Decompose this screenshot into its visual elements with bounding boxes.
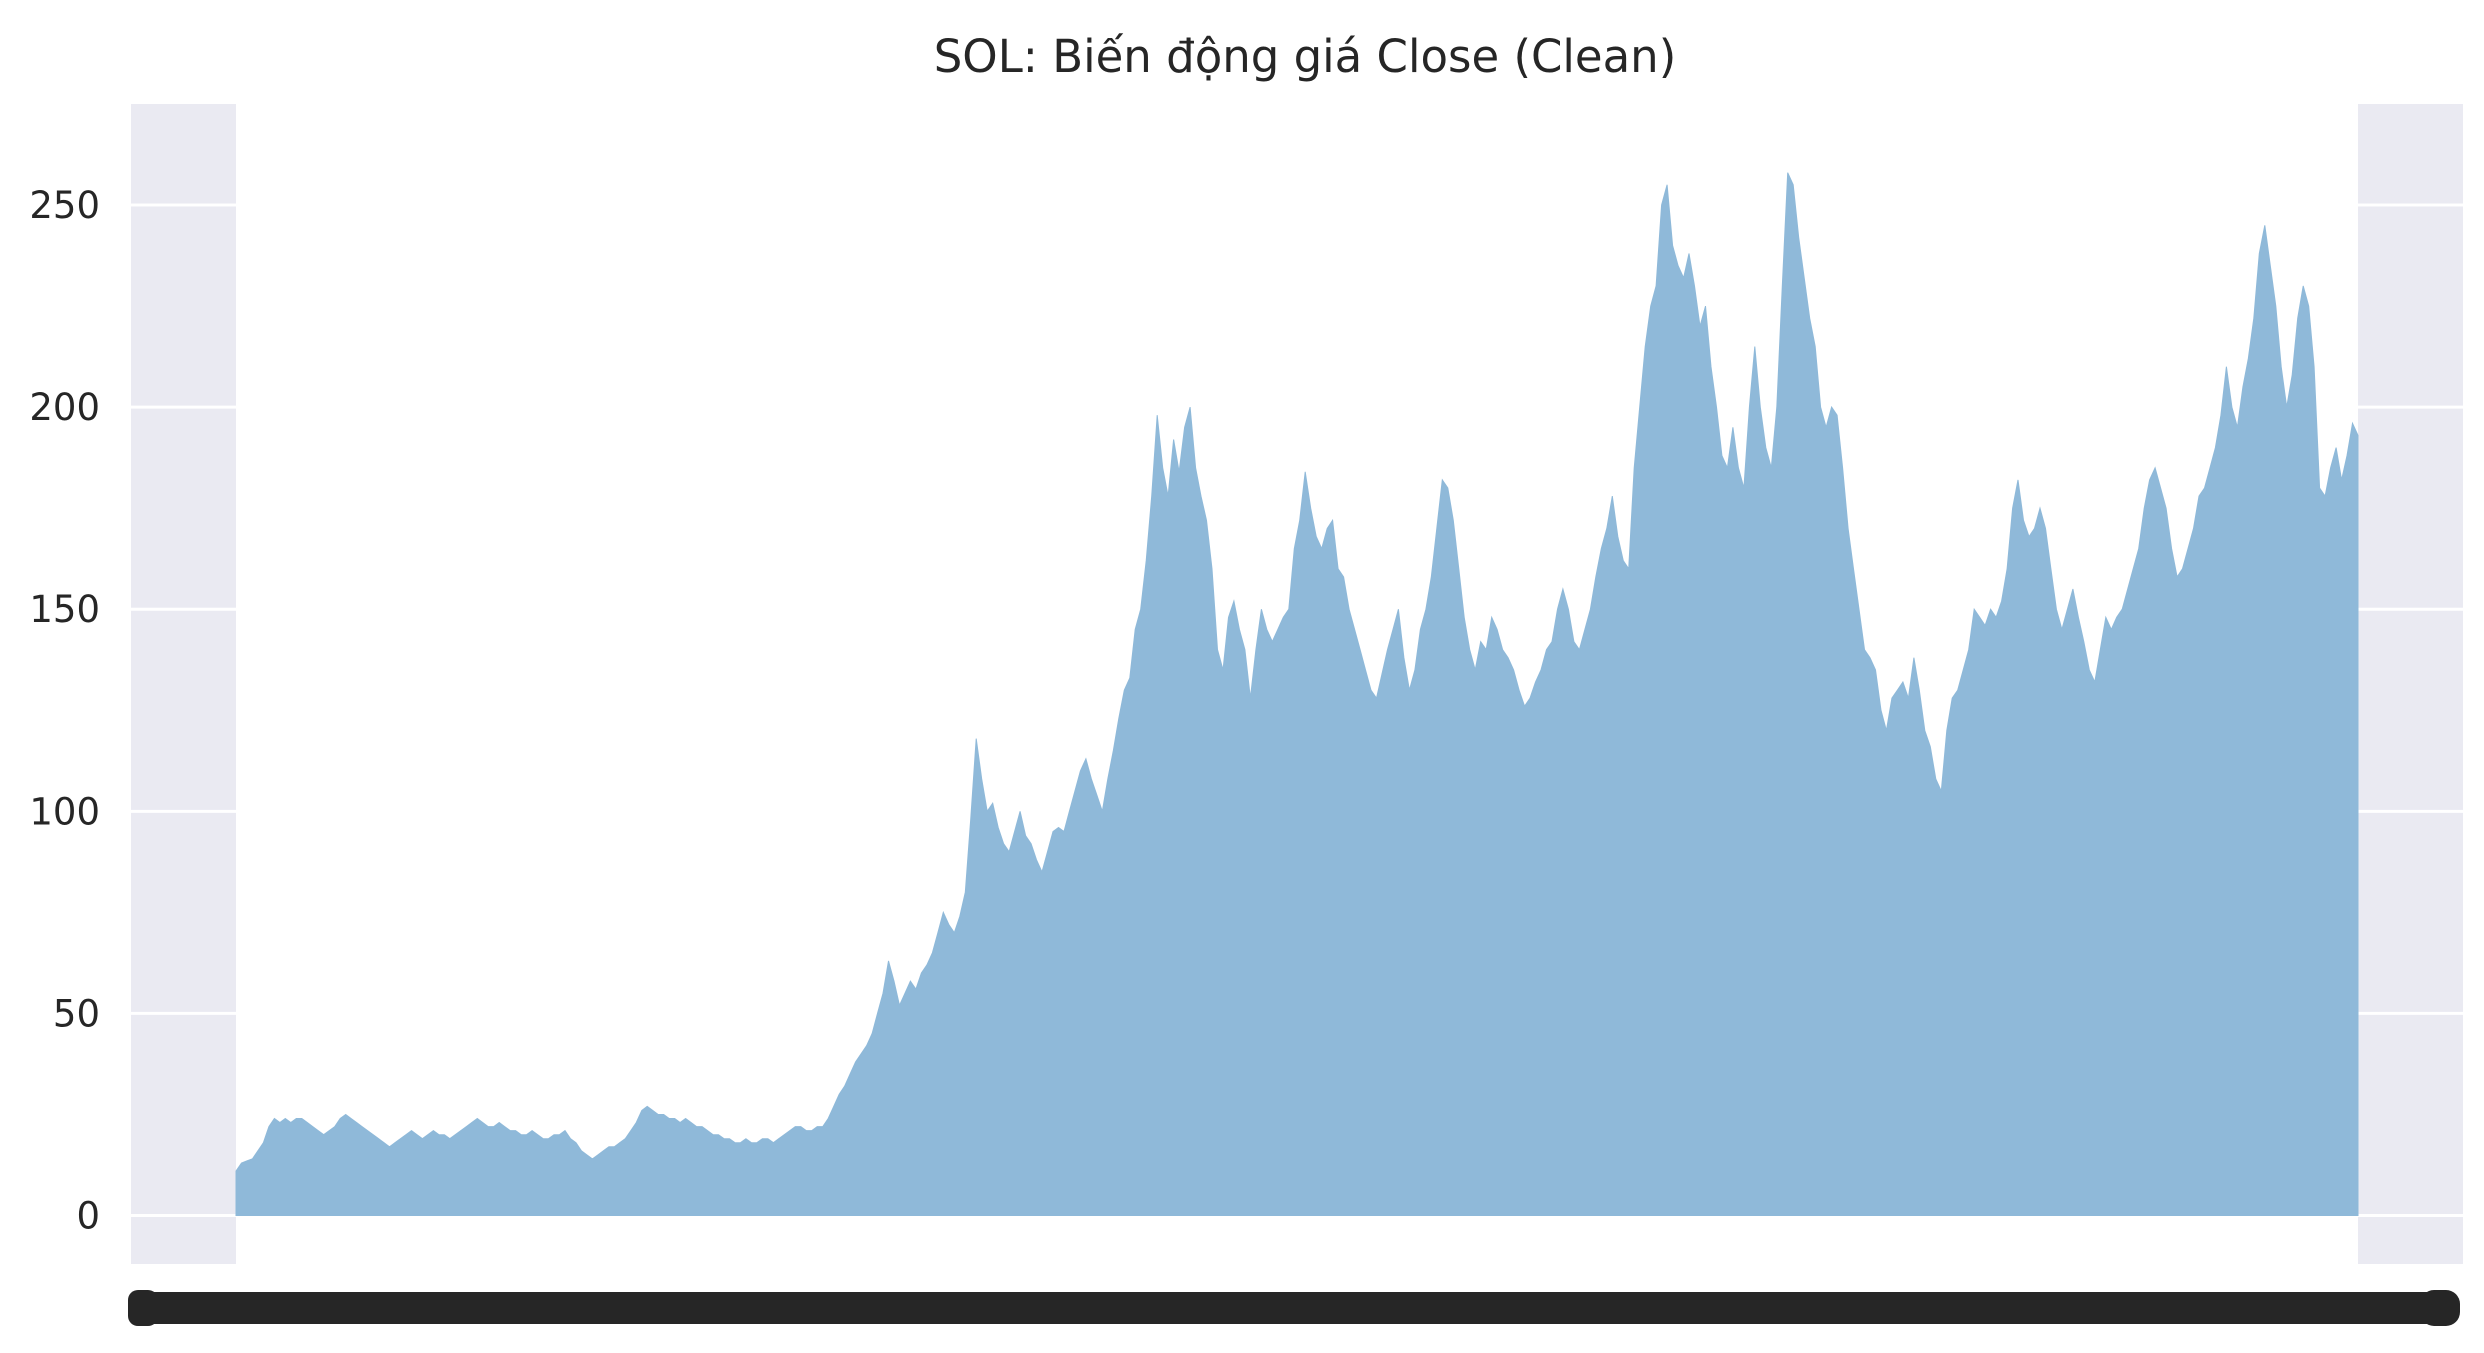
y-tick-label-150: 150 <box>29 588 100 631</box>
y-axis-ticks: 0 50 100 150 200 250 <box>29 184 100 1237</box>
x-tick-label-first <box>128 1290 158 1326</box>
y-tick-label-100: 100 <box>29 790 100 833</box>
x-tick-label-last <box>2420 1290 2460 1326</box>
x-axis-tick-labels <box>128 1290 2460 1326</box>
x-tick-labels-overlap <box>140 1292 2440 1324</box>
chart-title: SOL: Biến động giá Close (Clean) <box>934 30 1677 83</box>
y-tick-label-250: 250 <box>29 184 100 227</box>
price-area <box>235 172 2359 1216</box>
y-tick-label-0: 0 <box>76 1194 100 1237</box>
y-tick-label-200: 200 <box>29 386 100 429</box>
y-tick-label-50: 50 <box>53 992 100 1035</box>
